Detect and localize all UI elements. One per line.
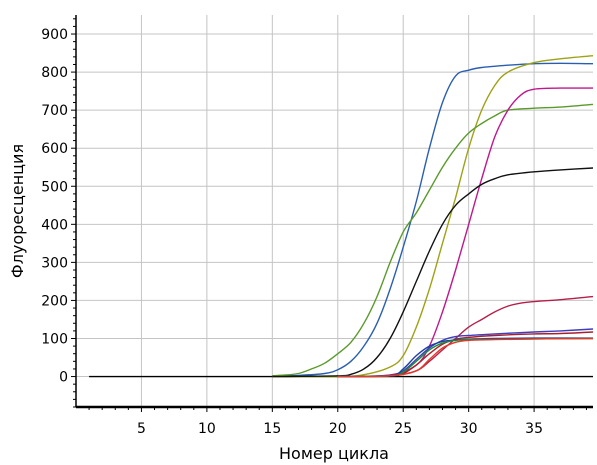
y-axis-title: Флуоресценция [8, 144, 27, 278]
plot-background [76, 15, 593, 407]
series-line [337, 337, 594, 378]
y-tick-label: 900 [41, 27, 68, 43]
series-line [272, 55, 594, 378]
series-line [272, 167, 594, 378]
series-lines [89, 55, 594, 378]
y-tick-label: 500 [41, 179, 68, 195]
series-line [272, 62, 594, 377]
y-tick-label: 700 [41, 103, 68, 119]
series-line [337, 337, 593, 378]
tick-labels: 5 10 15 20 25 30 35 0 100 200 300 400 500 600 700 800 90… [41, 27, 543, 437]
x-tick-label: 5 [137, 421, 146, 437]
x-tick-label: 30 [460, 421, 478, 437]
y-tick-label: 300 [41, 255, 68, 271]
axes [71, 15, 593, 412]
grid [76, 15, 593, 407]
x-tick-label: 15 [263, 421, 281, 437]
y-tick-label: 0 [59, 370, 68, 386]
y-tick-label: 400 [41, 217, 68, 233]
series-line [337, 328, 594, 378]
y-tick-label: 800 [41, 65, 68, 81]
x-tick-label: 10 [198, 421, 216, 437]
y-tick-label: 200 [41, 293, 68, 309]
series-line [272, 103, 594, 377]
y-tick-label: 600 [41, 141, 68, 157]
x-tick-label: 35 [525, 421, 543, 437]
y-tick-label: 100 [41, 331, 68, 347]
x-tick-label: 20 [329, 421, 347, 437]
x-axis-title: Номер цикла [279, 444, 389, 463]
x-tick-label: 25 [394, 421, 412, 437]
